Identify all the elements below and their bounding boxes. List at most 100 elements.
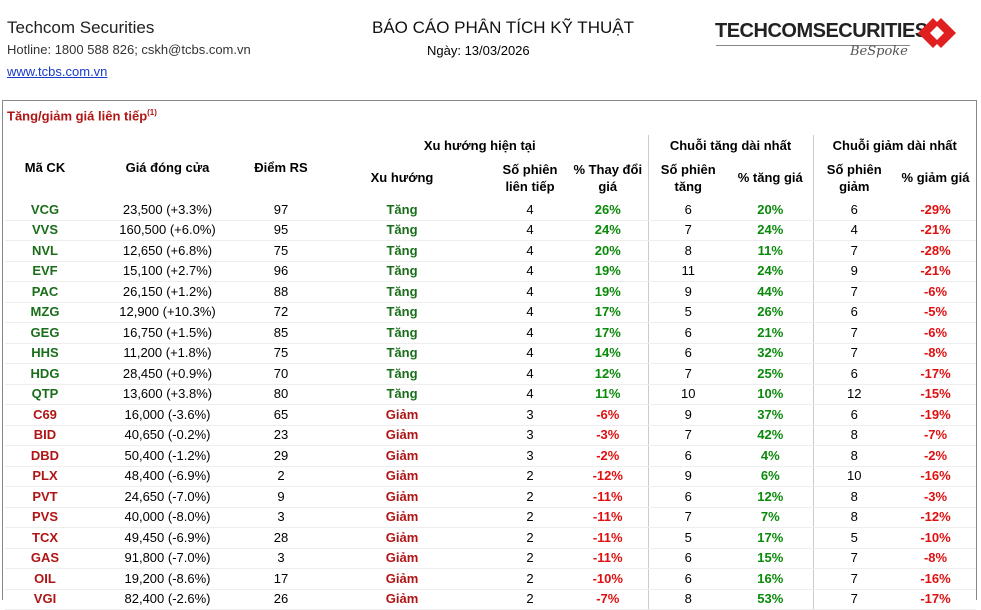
down-change: -15% [895, 384, 976, 405]
down-sessions: 8 [812, 445, 895, 467]
ticker: TCX [5, 527, 85, 549]
streak-change: 12% [568, 363, 648, 385]
ticker: VCG [5, 200, 85, 221]
rs-score: 85 [250, 322, 312, 344]
table-row: DBD 50,400 (-1.2%) 29 Giảm 3 -2% 6 4% 8 -2% [5, 445, 976, 467]
rs-score: 65 [250, 404, 312, 426]
down-sessions: 10 [812, 466, 895, 487]
ticker: BID [5, 425, 85, 446]
streak-change: -11% [568, 507, 648, 528]
ticker: GEG [5, 322, 85, 344]
section-title-text: Tăng/giảm giá liên tiếp [7, 108, 148, 124]
down-change: -3% [895, 486, 976, 508]
up-sessions: 6 [647, 343, 728, 364]
table-row: TCX 49,450 (-6.9%) 28 Giảm 2 -11% 5 17% 5 -10% [5, 527, 976, 549]
ticker: QTP [5, 384, 85, 405]
report-title: BÁO CÁO PHÂN TÍCH KỸ THUẬT [372, 18, 634, 37]
trend: Giảm [312, 445, 492, 467]
streak-sessions: 2 [492, 548, 568, 569]
up-change: 42% [728, 425, 813, 446]
down-change: -17% [895, 363, 976, 385]
rs-score: 26 [250, 589, 312, 610]
up-sessions: 7 [647, 220, 728, 241]
table-row: PAC 26,150 (+1.2%) 88 Tăng 4 19% 9 44% 7 -6% [5, 281, 976, 303]
streak-sessions: 3 [492, 404, 568, 426]
up-sessions: 6 [647, 322, 728, 344]
rs-score: 70 [250, 363, 312, 385]
column-header: Điểm RS [254, 160, 308, 175]
table-row: OIL 19,200 (-8.6%) 17 Giảm 2 -10% 6 16% 7 -16% [5, 568, 976, 590]
streak-change: 14% [568, 343, 648, 364]
down-change: -28% [895, 240, 976, 262]
ticker: NVL [5, 240, 85, 262]
column-header: % Thay đổi giá [573, 161, 643, 194]
rs-score: 9 [250, 486, 312, 508]
streak-sessions: 4 [492, 322, 568, 344]
up-sessions: 7 [647, 507, 728, 528]
column-header: % tăng giá [737, 170, 803, 185]
table-row: VCG 23,500 (+3.3%) 97 Tăng 4 26% 6 20% 6 -29% [5, 200, 976, 221]
streak-change: 17% [568, 322, 648, 344]
trend: Tăng [312, 363, 492, 385]
streak-sessions: 2 [492, 466, 568, 487]
trend: Tăng [312, 343, 492, 364]
ticker: VVS [5, 220, 85, 241]
down-change: -29% [895, 200, 976, 221]
up-sessions: 6 [647, 486, 728, 508]
close-price: 16,750 (+1.5%) [85, 322, 250, 344]
close-price: 50,400 (-1.2%) [85, 445, 250, 467]
down-change: -16% [895, 568, 976, 590]
table-row: PLX 48,400 (-6.9%) 2 Giảm 2 -12% 9 6% 10 -16% [5, 466, 976, 487]
close-price: 13,600 (+3.8%) [85, 384, 250, 405]
website[interactable]: www.tcbs.com.vn [7, 64, 108, 79]
close-price: 26,150 (+1.2%) [85, 281, 250, 303]
up-sessions: 6 [647, 200, 728, 221]
up-change: 17% [728, 527, 813, 549]
down-sessions: 5 [812, 527, 895, 549]
trend: Giảm [312, 425, 492, 446]
trend: Tăng [312, 302, 492, 323]
up-change: 7% [728, 507, 813, 528]
rs-score: 75 [250, 240, 312, 262]
streak-change: -2% [568, 445, 648, 467]
up-sessions: 5 [647, 527, 728, 549]
table-body: VCG 23,500 (+3.3%) 97 Tăng 4 26% 6 20% 6 -29% VVS 1… [5, 200, 976, 610]
down-sessions: 8 [812, 425, 895, 446]
streak-sessions: 2 [492, 589, 568, 610]
down-sessions: 12 [812, 384, 895, 405]
streak-sessions: 4 [492, 343, 568, 364]
table-row: BID 40,650 (-0.2%) 23 Giảm 3 -3% 7 42% 8 -7% [5, 425, 976, 446]
close-price: 23,500 (+3.3%) [85, 200, 250, 221]
up-change: 12% [728, 486, 813, 508]
close-price: 16,000 (-3.6%) [85, 404, 250, 426]
table-row: PVT 24,650 (-7.0%) 9 Giảm 2 -11% 6 12% 8 -3% [5, 486, 976, 508]
up-sessions: 5 [647, 302, 728, 323]
column-header: Xu hướng [370, 170, 434, 185]
close-price: 12,900 (+10.3%) [85, 302, 250, 323]
up-change: 25% [728, 363, 813, 385]
section-box [2, 100, 977, 600]
down-sessions: 8 [812, 486, 895, 508]
ticker: MZG [5, 302, 85, 323]
down-sessions: 7 [812, 240, 895, 262]
group-header: Xu hướng hiện tại [423, 137, 536, 153]
up-sessions: 6 [647, 445, 728, 467]
streak-change: -3% [568, 425, 648, 446]
rs-score: 28 [250, 527, 312, 549]
streak-sessions: 4 [492, 220, 568, 241]
up-sessions: 9 [647, 466, 728, 487]
down-change: -17% [895, 589, 976, 610]
trend: Tăng [312, 384, 492, 405]
report-date: Ngày: 13/03/2026 [427, 43, 530, 58]
logo-tagline: BeSpoke [850, 44, 908, 59]
close-price: 160,500 (+6.0%) [85, 220, 250, 241]
trend: Tăng [312, 261, 492, 282]
down-sessions: 7 [812, 281, 895, 303]
rs-score: 29 [250, 445, 312, 467]
ticker: PAC [5, 281, 85, 303]
streak-sessions: 4 [492, 363, 568, 385]
streak-sessions: 4 [492, 384, 568, 405]
up-change: 53% [728, 589, 813, 610]
streak-change: -11% [568, 527, 648, 549]
